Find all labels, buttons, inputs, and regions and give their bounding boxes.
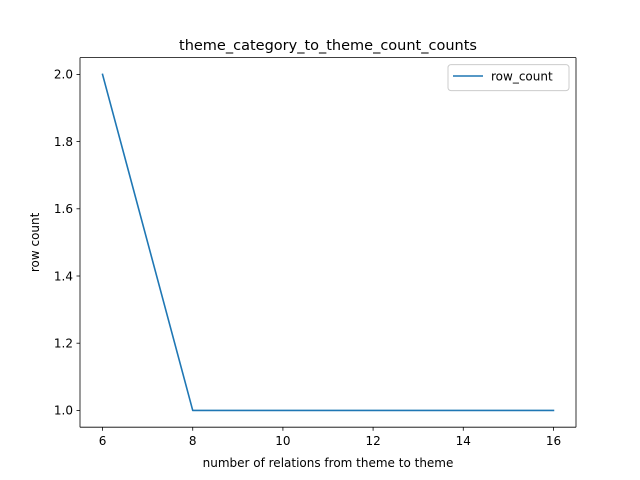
y-tick-label: 1.8 (54, 135, 73, 149)
y-tick-label: 2.0 (54, 68, 73, 82)
y-axis-label: row count (28, 212, 42, 272)
y-tick-label: 1.2 (54, 337, 73, 351)
y-tick-label: 1.6 (54, 202, 73, 216)
x-axis-ticks: 6 8 10 12 14 16 (99, 427, 561, 448)
legend-frame (447, 64, 570, 92)
legend: row_count (447, 64, 570, 92)
axes-frame (79, 57, 577, 428)
x-tick-label: 6 (99, 434, 107, 448)
y-tick-label: 1.4 (54, 269, 73, 283)
y-tick-label: 1.0 (54, 404, 73, 418)
x-tick-label: 16 (546, 434, 561, 448)
x-axis-label: number of relations from theme to theme (203, 456, 454, 470)
x-tick-label: 8 (189, 434, 197, 448)
x-tick-label: 14 (456, 434, 471, 448)
chart-title: theme_category_to_theme_count_counts (179, 38, 477, 54)
plot-area (80, 57, 576, 428)
series-line-row-count (101, 73, 555, 412)
x-tick-label: 10 (275, 434, 290, 448)
y-axis-ticks: 1.0 1.2 1.4 1.6 1.8 2.0 (54, 68, 80, 418)
series-layer (101, 73, 555, 412)
legend-label-row-count: row_count (491, 70, 553, 84)
x-tick-label: 12 (365, 434, 380, 448)
